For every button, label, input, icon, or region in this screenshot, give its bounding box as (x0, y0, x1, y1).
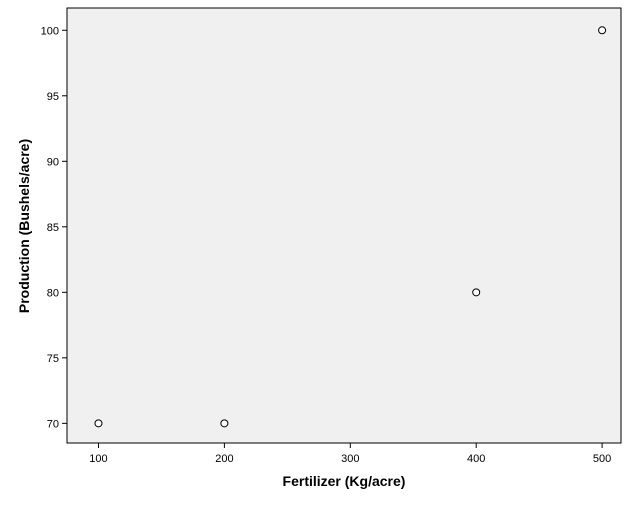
x-tick-label: 200 (215, 453, 233, 465)
x-tick-label: 300 (341, 453, 359, 465)
y-axis-title: Production (Bushels/acre) (16, 139, 32, 313)
y-axis-ticks: 70 75 80 85 90 95 100 (41, 25, 67, 430)
x-tick-label: 500 (593, 453, 611, 465)
scatter-point (598, 26, 607, 35)
y-tick-label: 100 (41, 25, 59, 37)
y-tick-label: 95 (47, 91, 59, 103)
data-points (94, 26, 607, 428)
y-tick-label: 70 (47, 418, 59, 430)
y-tick-label: 85 (47, 222, 59, 234)
x-tick-label: 100 (89, 453, 107, 465)
y-tick-label: 90 (47, 156, 59, 168)
y-tick-label: 80 (47, 287, 59, 299)
scatter-point (220, 419, 229, 428)
y-tick-label: 75 (47, 353, 59, 365)
scatter-point (472, 288, 481, 297)
plot-area (66, 7, 622, 444)
x-tick-label: 400 (467, 453, 485, 465)
scatter-point (94, 419, 103, 428)
x-axis-ticks: 100 200 300 400 500 (89, 443, 611, 465)
x-axis-title: Fertilizer (Kg/acre) (283, 473, 406, 489)
